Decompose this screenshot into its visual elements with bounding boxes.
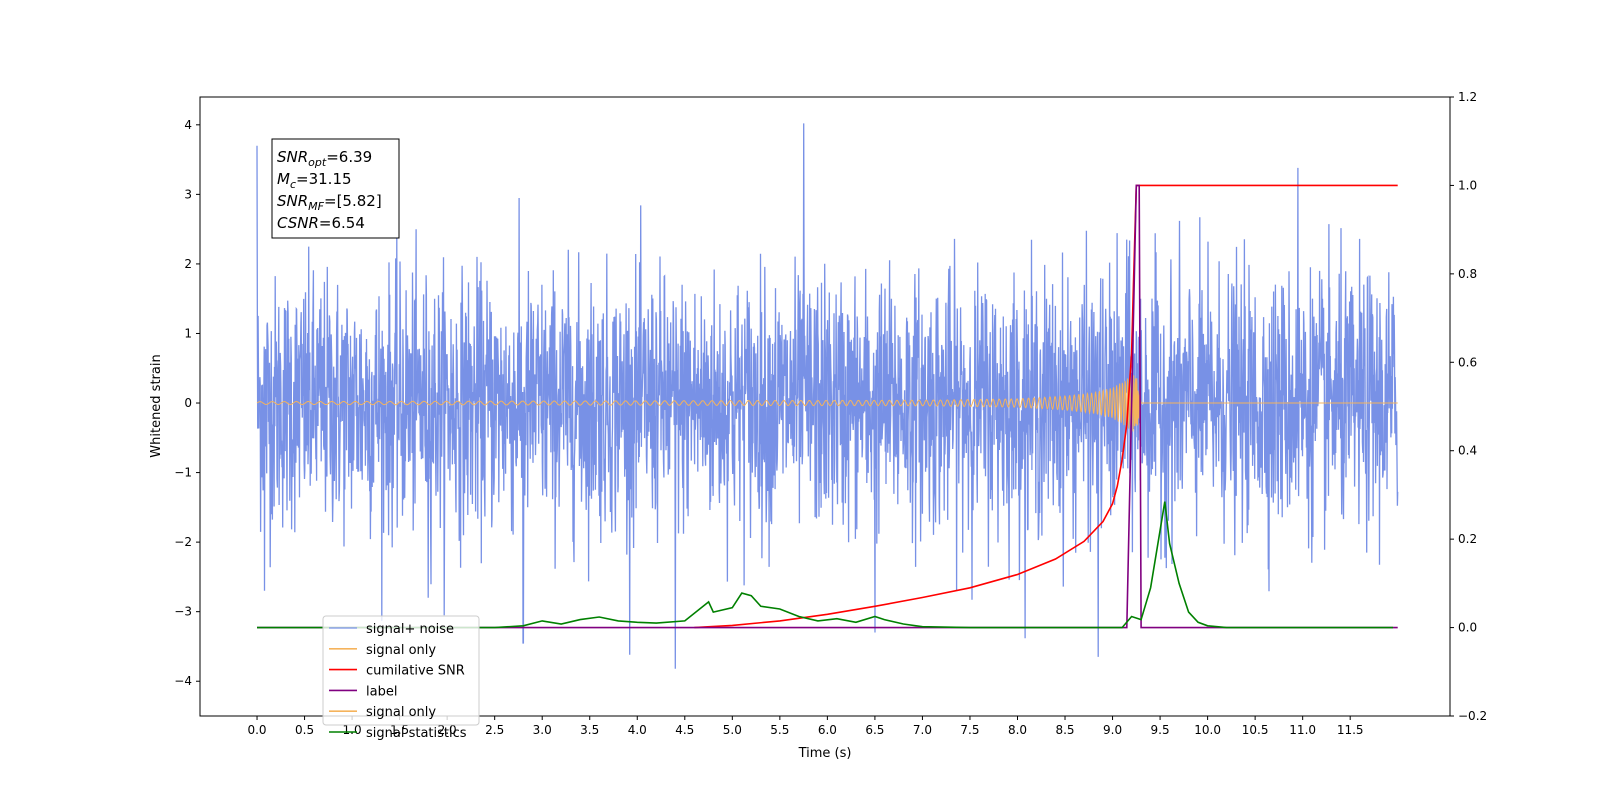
x-tick-label: 2.0 — [438, 723, 457, 737]
y2-tick-label: 0.8 — [1458, 267, 1477, 281]
legend-label: signal statistics — [366, 726, 467, 741]
series-line-signal-statistics — [257, 501, 1393, 629]
x-tick-label: 6.0 — [818, 723, 837, 737]
y-tick-label: 3 — [184, 187, 192, 201]
y-tick-label: −4 — [174, 674, 192, 688]
annotation-line: SNRMF=[5.82] — [277, 192, 382, 213]
x-tick-label: 9.0 — [1103, 723, 1122, 737]
y-tick-label: 4 — [184, 118, 192, 132]
y-axis-label: Whitened strain — [149, 354, 164, 457]
x-tick-label: 3.5 — [580, 723, 599, 737]
plot-frame — [199, 96, 1451, 717]
y-tick-label: −3 — [174, 605, 192, 619]
annotation-frame — [271, 138, 400, 239]
x-tick-label: 7.0 — [913, 723, 932, 737]
x-tick-label: 11.5 — [1337, 723, 1364, 737]
y2-tick-label: 0.0 — [1458, 621, 1477, 635]
x-tick-label: 8.0 — [1008, 723, 1027, 737]
y-tick-label: 2 — [184, 257, 192, 271]
x-tick-label: 1.5 — [390, 723, 409, 737]
y-axis-right: −0.2 0.0 0.2 0.4 0.6 0.8 1.0 1.2 — [1450, 90, 1487, 723]
series-line-signal-noise — [256, 123, 1399, 669]
series-line-signal-only — [256, 375, 1398, 432]
legend-label: signal only — [366, 705, 436, 720]
series-line-cumilative-snr — [694, 184, 1398, 629]
x-tick-label: 4.0 — [628, 723, 647, 737]
x-axis: 0.0 0.5 1.0 1.5 2.0 2.5 3.0 3.5 4.0 4.5 5.0 5.5 6.0 6… — [247, 716, 1364, 737]
x-tick-label: 4.5 — [675, 723, 694, 737]
y2-tick-label: 0.2 — [1458, 532, 1477, 546]
x-tick-label: 0.5 — [295, 723, 314, 737]
x-tick-label: 7.5 — [960, 723, 979, 737]
x-tick-label: 5.5 — [770, 723, 789, 737]
y-tick-label: 0 — [184, 396, 192, 410]
x-tick-label: 0.0 — [247, 723, 266, 737]
annotation-line: SNRopt=6.39 — [277, 148, 372, 169]
y2-tick-label: −0.2 — [1458, 709, 1487, 723]
x-tick-label: 3.0 — [533, 723, 552, 737]
legend: signal+ noise signal only cumilative SNR la… — [322, 615, 480, 741]
x-tick-label: 5.0 — [723, 723, 742, 737]
legend-frame — [322, 615, 480, 726]
y-tick-label: −2 — [174, 535, 192, 549]
legend-label: cumilative SNR — [366, 664, 465, 679]
annotation-line: Mc=31.15 — [277, 170, 352, 191]
y-tick-label: 1 — [184, 326, 192, 340]
x-tick-label: 2.5 — [485, 723, 504, 737]
x-axis-label: Time (s) — [798, 746, 852, 761]
x-tick-label: 6.5 — [865, 723, 884, 737]
x-tick-label: 8.5 — [1055, 723, 1074, 737]
y-tick-label: −1 — [174, 466, 192, 480]
y2-tick-label: 0.6 — [1458, 355, 1477, 369]
legend-label: signal only — [366, 643, 436, 658]
legend-label: label — [366, 684, 397, 699]
y2-tick-label: 0.4 — [1458, 444, 1477, 458]
y-axis-left: −4 −3 −2 −1 0 1 2 3 4 — [174, 118, 200, 688]
x-tick-label: 1.0 — [343, 723, 362, 737]
x-tick-label: 10.5 — [1242, 723, 1269, 737]
legend-label: signal+ noise — [366, 622, 454, 637]
series-layer — [256, 123, 1399, 669]
y2-tick-label: 1.0 — [1458, 178, 1477, 192]
x-tick-label: 10.0 — [1194, 723, 1221, 737]
y2-tick-label: 1.2 — [1458, 90, 1477, 104]
x-tick-label: 11.0 — [1289, 723, 1316, 737]
x-tick-label: 9.5 — [1151, 723, 1170, 737]
annotation-line: CSNR=6.54 — [277, 214, 365, 232]
